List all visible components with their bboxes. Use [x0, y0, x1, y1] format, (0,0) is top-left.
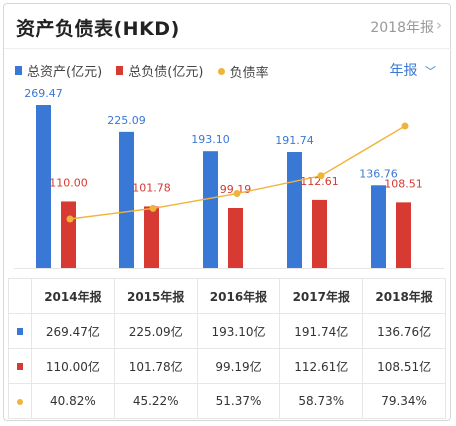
- ratio-point: [233, 190, 241, 198]
- data-label-liabilities: 110.00: [49, 176, 88, 189]
- table-cell: 225.09亿: [113, 313, 198, 349]
- table-cell: 45.22%: [113, 383, 198, 419]
- legend-swatch-assets: [15, 66, 22, 75]
- legend-item-ratio: 负债率: [217, 62, 269, 81]
- table-cell: 51.37%: [196, 383, 281, 419]
- bar-assets: [371, 185, 386, 268]
- table-row-liabilities: 110.00亿 101.78亿 99.19亿 112.61亿 108.51亿: [8, 348, 446, 384]
- bar-liabilities: [396, 202, 411, 268]
- table-header-row: 2014年报 2015年报 2016年报 2017年报 2018年报: [8, 278, 446, 314]
- data-label-assets: 269.47: [24, 87, 63, 100]
- data-label-assets: 136.76: [359, 167, 398, 180]
- ratio-point: [66, 215, 74, 223]
- chevron-right-icon[interactable]: ›: [436, 16, 442, 34]
- ratio-point: [401, 122, 409, 130]
- legend-dot-ratio: [217, 68, 225, 75]
- table-cell: 191.74亿: [279, 313, 364, 349]
- data-label-assets: 225.09: [107, 114, 146, 127]
- bar-liabilities: [228, 208, 243, 268]
- table-cell: 101.78亿: [113, 348, 198, 384]
- data-label-liabilities: 101.78: [132, 181, 171, 194]
- bar-assets: [287, 152, 302, 268]
- table-cell: 58.73%: [279, 383, 364, 419]
- legend-item-liabilities: 总负债(亿元): [116, 61, 203, 80]
- table-header-cell: 2018年报: [362, 278, 446, 314]
- header-divider: [4, 48, 452, 49]
- report-year-link[interactable]: 2018年报: [370, 20, 434, 36]
- legend-label-ratio: 负债率: [229, 66, 269, 81]
- table-cell: 269.47亿: [31, 313, 115, 349]
- chart-legend: 总资产(亿元) 总负债(亿元) 负债率: [15, 61, 279, 81]
- table-cell: 193.10亿: [196, 313, 281, 349]
- data-label-assets: 191.74: [275, 134, 314, 147]
- ratio-point: [149, 204, 157, 212]
- table-header-cell: 2014年报: [31, 278, 115, 314]
- legend-label-assets: 总资产(亿元): [27, 65, 103, 80]
- data-label-liabilities: 108.51: [384, 177, 423, 190]
- period-selector-label[interactable]: 年报: [389, 63, 418, 79]
- bar-liabilities: [312, 199, 327, 268]
- legend-swatch-liabilities: [116, 66, 124, 75]
- table-cell: 136.76亿: [362, 313, 446, 349]
- table-cell: 112.61亿: [279, 348, 364, 384]
- row-marker-ratio: [8, 383, 32, 419]
- data-table: 2014年报 2015年报 2016年报 2017年报 2018年报 269.4…: [8, 278, 446, 419]
- table-row-ratio: 40.82% 45.22% 51.37% 58.73% 79.34%: [8, 383, 446, 419]
- row-marker-liabilities: [8, 348, 32, 384]
- data-label-assets: 193.10: [191, 133, 230, 146]
- period-selector[interactable]: 年报 ﹀: [390, 60, 436, 80]
- table-header-cell: 2016年报: [196, 278, 281, 314]
- bar-assets: [119, 131, 134, 268]
- table-header-cell: 2015年报: [113, 278, 198, 314]
- bar-liabilities: [144, 206, 159, 268]
- chevron-down-icon[interactable]: ﹀: [425, 65, 436, 78]
- bar-assets: [36, 105, 51, 268]
- table-header-cell: 2017年报: [279, 278, 364, 314]
- bar-assets: [203, 151, 218, 268]
- legend-item-assets: 总资产(亿元): [15, 61, 102, 80]
- page-title: 资产负债表(HKD): [16, 18, 180, 40]
- legend-label-liabilities: 总负债(亿元): [128, 65, 204, 80]
- table-cell: 110.00亿: [31, 348, 115, 384]
- table-cell: 40.82%: [31, 383, 115, 419]
- row-marker-assets: [8, 313, 32, 349]
- ratio-point: [317, 172, 325, 180]
- table-cell: 79.34%: [362, 383, 446, 419]
- table-row-assets: 269.47亿 225.09亿 193.10亿 191.74亿 136.76亿: [8, 313, 446, 349]
- table-cell: 99.19亿: [196, 348, 281, 384]
- balance-chart: 269.47110.00225.09101.78193.1099.19191.7…: [14, 87, 444, 269]
- bar-liabilities: [61, 201, 76, 268]
- table-corner: [8, 278, 32, 314]
- table-cell: 108.51亿: [362, 348, 446, 384]
